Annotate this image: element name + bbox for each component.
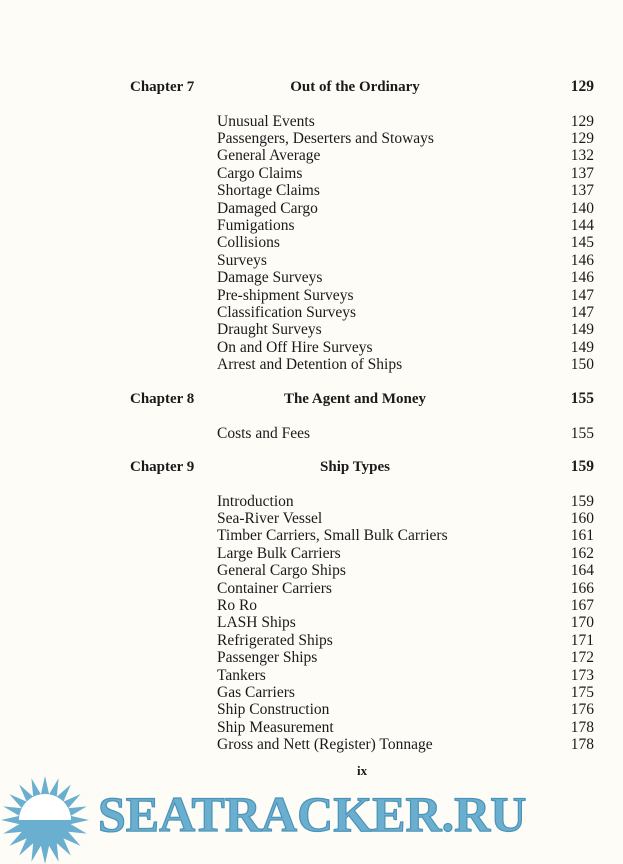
toc-entry-title: General Cargo Ships <box>217 562 346 580</box>
toc-entry-page: 132 <box>570 147 594 165</box>
toc-entry-page: 149 <box>570 321 594 339</box>
toc-entry-title: Pre-shipment Surveys <box>217 286 354 304</box>
chapter-label: Chapter 7 <box>130 79 195 95</box>
toc-entry-page: 137 <box>570 164 594 182</box>
toc-entry-page: 176 <box>570 701 594 719</box>
toc-entry-title: Surveys <box>217 251 267 269</box>
toc-entry-page: 160 <box>570 509 594 527</box>
toc-entry-page: 137 <box>570 182 594 200</box>
watermark-logo: SEATRACKER.RU <box>97 785 527 842</box>
chapter-label: Chapter 9 <box>130 459 195 475</box>
toc-entry-page: 171 <box>570 631 594 649</box>
toc-entry-title: Passengers, Deserters and Stoways <box>217 129 434 147</box>
toc-entry-title: Fumigations <box>217 216 295 234</box>
toc-entry-title: Passenger Ships <box>217 649 318 667</box>
toc-entry-title: Costs and Fees <box>217 424 310 442</box>
toc-entry-page: 164 <box>570 562 594 580</box>
toc-entry-page: 170 <box>570 614 594 632</box>
toc-entry-title: Refrigerated Ships <box>217 631 333 649</box>
toc-entry-page: 155 <box>570 424 594 442</box>
sun-icon <box>1 776 89 864</box>
toc-entry-title: LASH Ships <box>217 614 296 632</box>
toc-entry-page: 166 <box>570 579 594 597</box>
toc-entry-title: Ship Measurement <box>217 718 334 736</box>
toc-entry-page: 146 <box>570 251 594 269</box>
toc-entry-title: Collisions <box>217 234 280 252</box>
toc-entry-page: 175 <box>570 683 594 701</box>
toc-entry-title: Container Carriers <box>217 579 332 597</box>
toc-entry-page: 145 <box>570 234 594 252</box>
chapter-page: 155 <box>570 390 594 407</box>
toc-entry-title: On and Off Hire Surveys <box>217 338 373 356</box>
toc-entry-page: 159 <box>570 492 594 510</box>
toc-entry-page: 146 <box>570 269 594 287</box>
toc-entry-title: Tankers <box>217 666 266 684</box>
chapter-title: Ship Types <box>320 459 390 475</box>
toc-entry-title: Gross and Nett (Register) Tonnage <box>217 736 433 754</box>
toc-entry-page: 144 <box>570 216 594 234</box>
toc-entry-title: Classification Surveys <box>217 303 357 321</box>
toc-entry-page: 178 <box>570 736 594 754</box>
toc-entry-title: Damage Surveys <box>217 269 323 287</box>
toc-entry-page: 162 <box>570 544 594 562</box>
toc-entry-title: Sea-River Vessel <box>217 509 323 527</box>
toc-entry-title: Introduction <box>217 492 294 510</box>
chapter-title: Out of the Ordinary <box>290 79 420 95</box>
toc-entry-page: 150 <box>570 356 594 374</box>
toc-entry-title: Arrest and Detention of Ships <box>217 356 403 374</box>
toc-entry-page: 140 <box>570 199 594 217</box>
toc-entry-page: 129 <box>570 112 594 130</box>
toc-entry-page: 147 <box>570 286 594 304</box>
toc-entry-page: 178 <box>570 718 594 736</box>
toc-entry-title: Draught Surveys <box>217 321 322 339</box>
toc-entry-page: 173 <box>570 666 594 684</box>
toc-entry-title: Damaged Cargo <box>217 199 318 217</box>
toc-entry-title: General Average <box>217 147 321 165</box>
toc-entry-page: 147 <box>570 303 594 321</box>
chapter-title: The Agent and Money <box>283 391 427 407</box>
toc-entry-page: 161 <box>570 527 594 545</box>
toc-entry-page: 172 <box>570 649 594 667</box>
toc-entry-title: Large Bulk Carriers <box>217 544 341 562</box>
chapter-page: 129 <box>570 78 594 95</box>
toc-entry-title: Timber Carriers, Small Bulk Carriers <box>217 527 448 545</box>
chapter-label: Chapter 8 <box>130 391 195 407</box>
toc-entry-title: Ro Ro <box>217 596 258 614</box>
toc-entry-title: Unusual Events <box>217 112 315 130</box>
toc-entry-page: 167 <box>570 596 594 614</box>
toc-entry-page: 149 <box>570 338 594 356</box>
chapter-page: 159 <box>570 458 594 475</box>
page-number: ix <box>357 763 368 778</box>
toc-entry-title: Gas Carriers <box>217 683 295 701</box>
toc-entry-page: 129 <box>570 129 594 147</box>
toc-entry-title: Shortage Claims <box>217 182 320 200</box>
toc-entry-title: Ship Construction <box>217 701 330 719</box>
toc-entry-title: Cargo Claims <box>217 164 303 182</box>
